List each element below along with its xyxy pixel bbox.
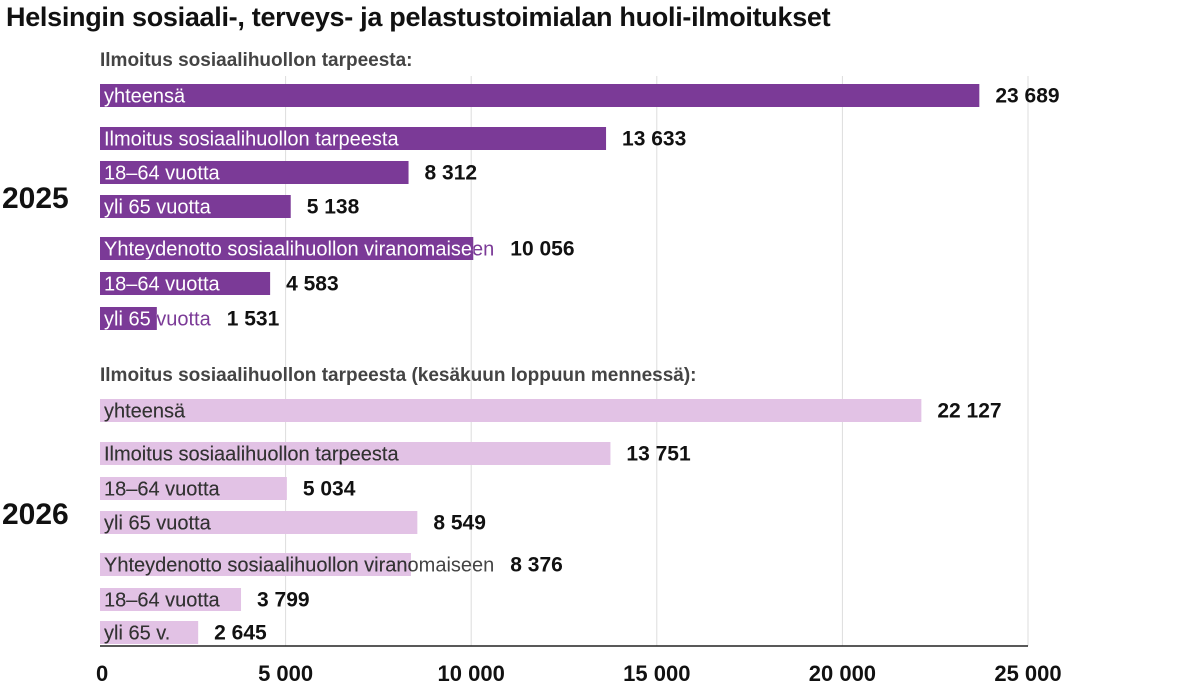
bar-label-inner: yhteensä [104, 401, 186, 423]
bar-label-inner: Ilmoitus sosiaalihuollon tarpeesta [104, 129, 399, 151]
x-tick-label: 15 000 [623, 661, 690, 686]
x-tick-label: 10 000 [438, 661, 505, 686]
bar [100, 442, 611, 465]
bar-label-inner: 18–64 vuotta [104, 163, 221, 185]
group-subtitle: Ilmoitus sosiaalihuollon tarpeesta (kesä… [100, 365, 697, 386]
bar-label-inner: 18–64 vuotta [104, 590, 221, 612]
bar [100, 588, 242, 611]
x-tick-label: 5 000 [258, 661, 313, 686]
value-label: 8 376 [510, 554, 563, 577]
value-label: 8 312 [425, 162, 478, 185]
bar-label-inner: yli 65 vuotta [104, 309, 212, 331]
bar [100, 621, 199, 644]
bar-label-inner: 18–64 vuotta [104, 274, 221, 296]
bar [100, 553, 411, 576]
value-label: 8 549 [433, 512, 486, 535]
bar-label: yhteensä [104, 86, 186, 108]
x-tick-label: 20 000 [809, 661, 876, 686]
value-label: 2 645 [214, 622, 267, 645]
bar [100, 511, 418, 534]
bar-label: yli 65 v. [104, 623, 170, 645]
value-label: 13 633 [622, 128, 686, 151]
x-tick-label: 0 [96, 661, 108, 686]
bar [100, 127, 607, 150]
bar [100, 161, 409, 184]
chart-title: Helsingin sosiaali-, terveys- ja pelastu… [6, 2, 831, 32]
value-label: 4 583 [286, 273, 339, 296]
bar-label-inner: Yhteydenotto sosiaalihuollon viranomaise… [104, 239, 494, 261]
bar [100, 477, 287, 500]
bar-label: yhteensä [104, 401, 186, 423]
bar-label: yli 65 vuotta [104, 513, 212, 535]
bar-label: 18–64 vuotta [104, 274, 221, 296]
bar [100, 272, 271, 295]
bar-label-inner: yhteensä [104, 86, 186, 108]
value-label: 3 799 [257, 589, 310, 612]
bar-label: 18–64 vuotta [104, 479, 221, 501]
bar [100, 237, 474, 260]
value-label: 22 127 [937, 400, 1001, 423]
bar-label-inner: Yhteydenotto sosiaalihuollon viranomaise… [104, 555, 494, 577]
plot-area: Ilmoitus sosiaalihuollon tarpeesta: 2025 y… [2, 50, 1062, 686]
bar-label-inner: yli 65 v. [104, 623, 170, 645]
bar-label: Ilmoitus sosiaalihuollon tarpeesta [104, 444, 399, 466]
value-label: 5 034 [303, 478, 356, 501]
x-tick-label: 25 000 [994, 661, 1061, 686]
year-label: 2025 [2, 182, 69, 215]
bar-label: Ilmoitus sosiaalihuollon tarpeesta [104, 129, 399, 151]
value-label: 23 689 [995, 85, 1059, 108]
bar-label: 18–64 vuotta [104, 163, 221, 185]
bar [100, 84, 980, 107]
value-label: 1 531 [227, 308, 280, 331]
bar [100, 307, 157, 330]
bar-label: Yhteydenotto sosiaalihuollon viranomaise… [104, 555, 494, 577]
bar-label-inner: 18–64 vuotta [104, 479, 221, 501]
group-subtitle: Ilmoitus sosiaalihuollon tarpeesta: [100, 50, 413, 71]
value-label: 13 751 [626, 443, 691, 466]
bar-label-inner: yli 65 vuotta [104, 197, 212, 219]
year-label: 2026 [2, 498, 69, 531]
bar-label-inner: yli 65 vuotta [104, 513, 212, 535]
bar-label: 18–64 vuotta [104, 590, 221, 612]
bar [100, 195, 291, 218]
value-label: 5 138 [307, 196, 360, 219]
bar-label: yli 65 vuotta [104, 309, 212, 331]
bar-label: yli 65 vuotta [104, 197, 212, 219]
bar-label: Yhteydenotto sosiaalihuollon viranomaise… [104, 239, 494, 261]
bar-label-inner: Ilmoitus sosiaalihuollon tarpeesta [104, 444, 399, 466]
bar [100, 399, 922, 422]
value-label: 10 056 [510, 238, 574, 261]
